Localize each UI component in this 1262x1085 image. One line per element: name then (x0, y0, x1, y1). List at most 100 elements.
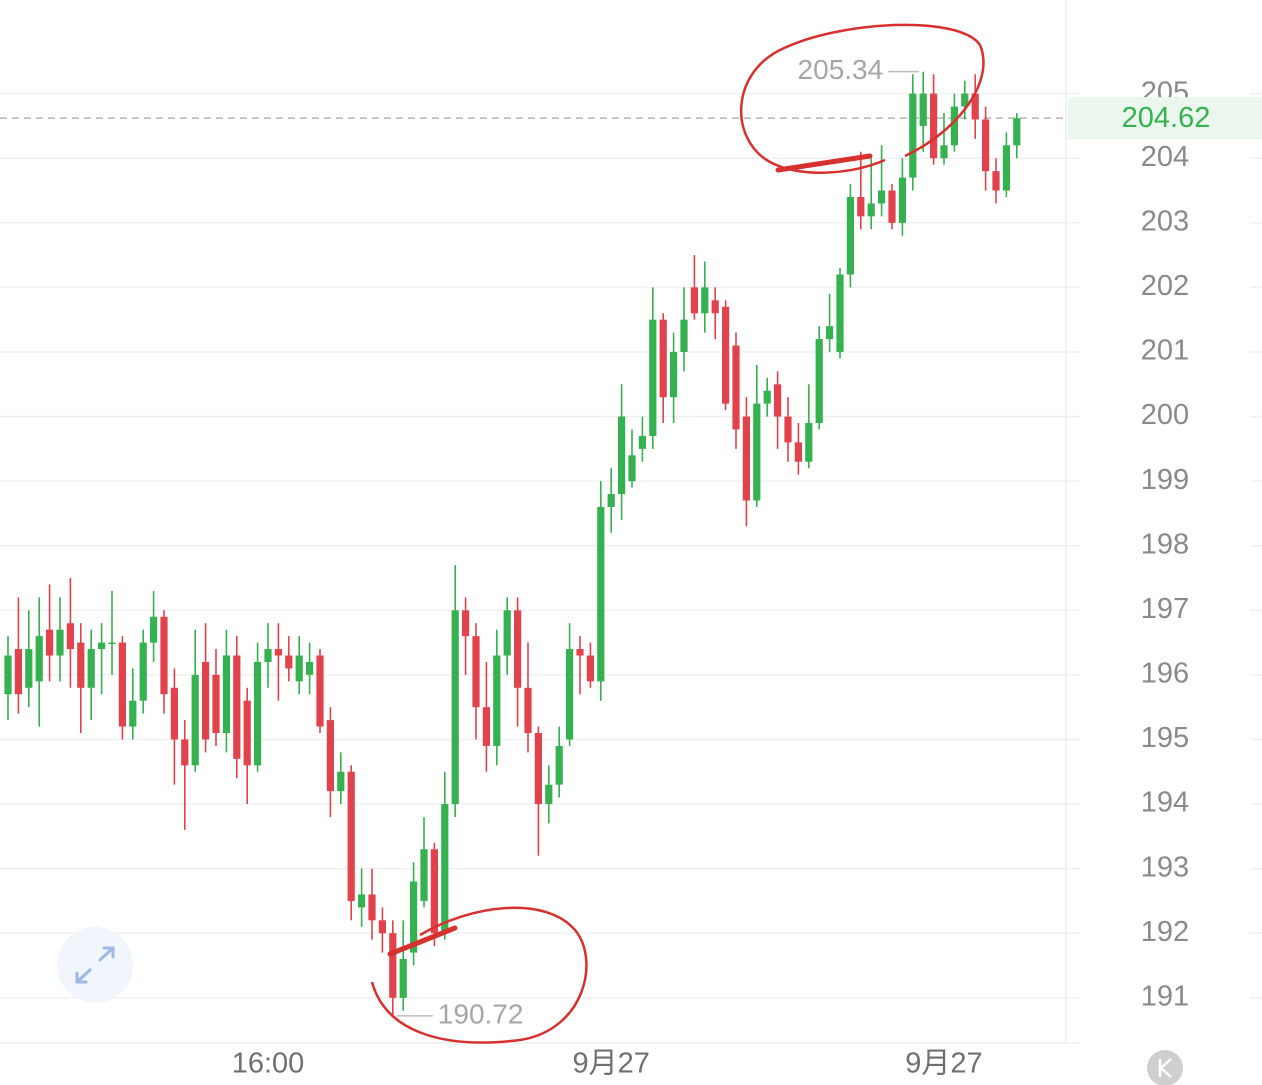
candle-body (35, 636, 43, 682)
annotation-stroke (387, 925, 458, 957)
candle-body (774, 384, 782, 417)
low-label: 190.72 (438, 998, 524, 1029)
candle-body (846, 196, 854, 275)
candle-body (66, 623, 74, 650)
y-tick-label: 195 (1141, 722, 1189, 754)
candle-body (732, 345, 740, 430)
candle-body (139, 642, 147, 701)
annotation-stroke (775, 153, 873, 173)
candle-body (628, 455, 636, 482)
candle-body (514, 610, 522, 688)
candle-body (87, 649, 95, 688)
candle-body (482, 707, 490, 746)
candle-body (961, 93, 969, 107)
candle-body (545, 784, 553, 805)
candle-body (607, 494, 615, 507)
candle-body (711, 300, 719, 314)
k-button[interactable] (1147, 1050, 1183, 1085)
y-tick-label: 198 (1141, 528, 1189, 560)
last-price-box (1068, 97, 1262, 140)
candle-body (753, 403, 761, 501)
candle-body (462, 610, 470, 637)
annotation-circle (739, 23, 985, 174)
candle-body (742, 416, 750, 501)
candle-body (586, 655, 594, 682)
expand-button[interactable] (57, 927, 133, 1003)
candle-body (410, 881, 418, 953)
candle-body (857, 196, 865, 217)
candle-body (992, 171, 1000, 191)
candle-body (326, 720, 334, 792)
candle-body (919, 93, 927, 126)
y-tick-label: 194 (1141, 787, 1189, 819)
candle-body (701, 287, 709, 314)
candle-body (56, 629, 64, 656)
candle-body (909, 93, 917, 178)
candle-body (337, 771, 345, 792)
candle-body (888, 190, 896, 223)
k-icon (1158, 1058, 1172, 1078)
candle-body (472, 636, 480, 708)
candle-body (690, 287, 698, 314)
candle-body (524, 687, 532, 734)
candle-body (191, 674, 199, 766)
candle-body (295, 655, 303, 682)
x-tick-label: 9月27 (573, 1048, 650, 1080)
candle-body (971, 93, 979, 120)
candle-body (784, 416, 792, 443)
candle-body (836, 274, 844, 352)
candle-body (503, 610, 511, 656)
candle-body (451, 610, 459, 805)
candle-body (129, 700, 137, 727)
candle-body (4, 655, 12, 695)
candle-body (160, 616, 168, 695)
candle-body (597, 506, 605, 682)
candle-body (118, 642, 126, 727)
grid (0, 92, 1262, 999)
candle-body (649, 319, 657, 436)
y-tick-label: 196 (1141, 658, 1189, 690)
candle-body (420, 849, 428, 901)
annotation-circle (370, 906, 588, 1044)
candle-body (982, 119, 990, 172)
candle-body (98, 642, 106, 650)
candle-body (930, 93, 938, 159)
candle-body (222, 655, 230, 734)
candle-body (233, 655, 241, 759)
expand-icon-bg (57, 927, 133, 1003)
candle-body (46, 629, 54, 656)
candle-body (618, 416, 626, 495)
candle-body (170, 687, 178, 740)
candle-body (898, 177, 906, 223)
candle-body (722, 306, 730, 404)
candle-body (950, 106, 958, 146)
candle-body (264, 649, 272, 662)
candle-body (316, 655, 324, 727)
candle-body (285, 655, 293, 669)
candle-body (576, 649, 584, 656)
candle-body (763, 390, 771, 404)
x-tick-label: 9月27 (905, 1048, 982, 1080)
candle-body (680, 319, 688, 352)
candle-body (493, 655, 501, 746)
candle-body (306, 661, 314, 675)
k-icon-bg (1147, 1050, 1183, 1085)
candle-body (1002, 145, 1010, 191)
candle-body (358, 894, 366, 908)
y-tick-label: 193 (1141, 851, 1189, 883)
labels: 191 192 193 194 195 196 197 198 199 200 201 202 203 2… (232, 54, 1262, 1080)
y-tick-label: 192 (1141, 916, 1189, 948)
candle-body (659, 319, 667, 398)
candle-body (368, 894, 376, 921)
candle-body (25, 649, 33, 688)
candle-body (254, 661, 262, 766)
candle-body (815, 339, 823, 424)
candle-body (14, 649, 22, 695)
candle-body (399, 959, 407, 998)
candle-body (534, 733, 542, 805)
candle-body (347, 771, 355, 901)
y-tick-label: 201 (1141, 335, 1189, 367)
candle-body (566, 649, 574, 740)
candle-body (940, 145, 948, 159)
